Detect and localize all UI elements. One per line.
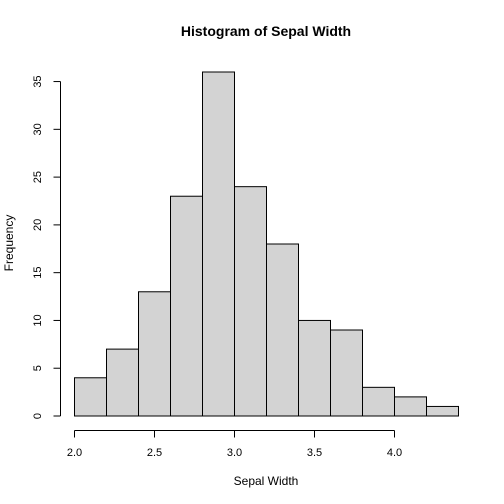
x-axis: 2.0 2.5 3.0 3.5 4.0 — [67, 430, 402, 459]
histogram-bar — [74, 377, 107, 417]
y-tick-label: 5 — [32, 365, 44, 371]
y-axis-label: Frequency — [2, 215, 16, 272]
y-tick-label: 25 — [32, 171, 44, 183]
x-tick-label: 2.5 — [147, 447, 162, 459]
histogram-bar — [426, 405, 459, 417]
histogram-bar — [170, 195, 203, 417]
histogram-bar — [330, 329, 363, 417]
histogram-bar — [298, 319, 331, 417]
histogram-bar — [138, 291, 171, 417]
histogram-bar — [394, 396, 427, 417]
y-tick-label: 35 — [32, 75, 44, 87]
y-tick-label: 20 — [32, 219, 44, 231]
y-tick-label: 30 — [32, 123, 44, 135]
x-tick-label: 3.0 — [227, 447, 242, 459]
x-tick-label: 2.0 — [67, 447, 82, 459]
histogram-bar — [362, 386, 395, 417]
chart-title: Histogram of Sepal Width — [181, 23, 351, 39]
x-axis-label: Sepal Width — [234, 474, 299, 488]
y-tick-label: 0 — [32, 413, 44, 419]
histogram-bar — [106, 348, 139, 417]
y-axis: 0 5 10 15 20 25 30 35 — [32, 75, 61, 419]
y-tick-label: 10 — [32, 314, 44, 326]
x-tick-label: 4.0 — [387, 447, 402, 459]
histogram-bar — [234, 186, 267, 417]
y-tick-label: 15 — [32, 267, 44, 279]
bars-group — [74, 71, 459, 417]
histogram-bar — [266, 243, 299, 417]
x-tick-label: 3.5 — [307, 447, 322, 459]
histogram-bar — [202, 71, 235, 417]
